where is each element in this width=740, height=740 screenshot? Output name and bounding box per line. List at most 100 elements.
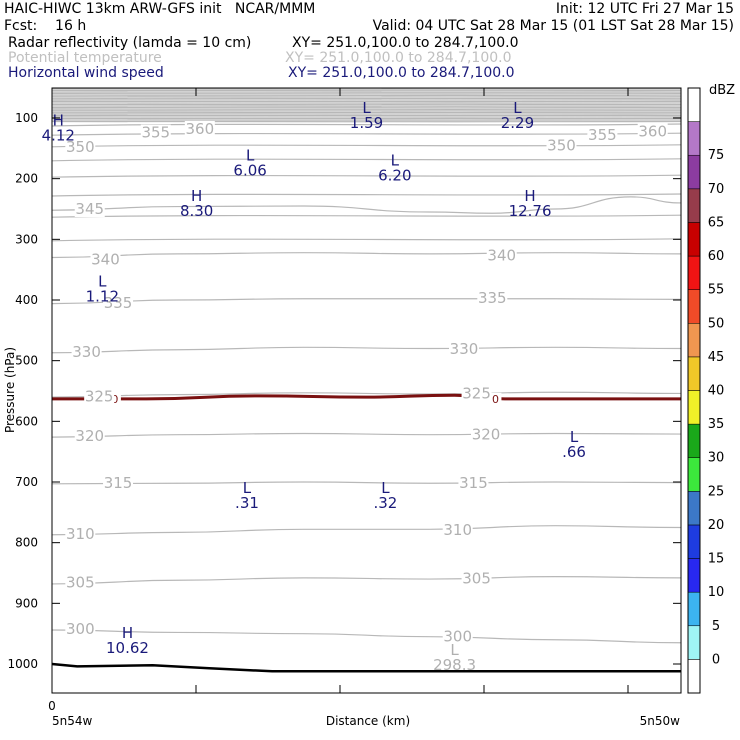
- y-tick-label: 500: [15, 354, 38, 368]
- isentrope-upper-line: [52, 123, 681, 127]
- colorbar-level-label: 55: [708, 283, 725, 298]
- freezing-level-label: 0: [492, 393, 499, 406]
- theta-contour-330: [52, 346, 681, 354]
- isentrope-top-line: [52, 120, 681, 123]
- isentrope-upper-line: [52, 238, 681, 242]
- colorbar-swatch: [687, 625, 701, 660]
- y-tick-label: 100: [15, 111, 38, 125]
- dense-isentropes-top: [52, 88, 681, 242]
- freezing-level-line: [52, 393, 681, 401]
- y-axis: 100 200 300 400 500 600 700 800 900 1000: [7, 111, 681, 671]
- theta-contour-label: 355: [588, 126, 617, 144]
- isentrope-top-line: [52, 89, 681, 92]
- isentrope-top-line: [52, 111, 681, 114]
- colorbar-swatch: [687, 255, 701, 290]
- isentrope-top-line: [52, 92, 681, 95]
- theta-contour-label: 360: [185, 120, 214, 138]
- theta-contour-label: 305: [66, 574, 95, 592]
- theta-contour-label: 315: [104, 474, 133, 492]
- isentrope-top-line: [52, 119, 681, 121]
- freezing-label-bg: [489, 392, 502, 405]
- theta-contour-label: 325: [462, 384, 491, 402]
- y-tick-label: 700: [15, 475, 38, 489]
- wind-extremum-value: 6.06: [233, 161, 266, 179]
- y-tick-label: 200: [15, 172, 38, 186]
- colorbar-swatch: [687, 87, 701, 122]
- theta-label-bg: [65, 139, 96, 156]
- wind-extremum-type: H: [191, 187, 202, 205]
- colorbar-swatch: [687, 524, 701, 559]
- colorbar-swatch: [687, 423, 701, 458]
- wind-extremum-type: L: [391, 151, 400, 169]
- freezing-level-label: 0: [111, 393, 118, 406]
- theta-contour-label: 310: [443, 521, 472, 539]
- theta-label-bg: [471, 426, 502, 443]
- colorbar-swatch: [687, 356, 701, 391]
- colorbar-unit: dBZ: [709, 83, 735, 98]
- isentrope-upper-line: [52, 214, 681, 218]
- theta-label-bg: [458, 475, 489, 492]
- wind-extremum-type: L: [243, 479, 252, 497]
- theta-label-bg: [477, 290, 508, 307]
- theta-contour-label: 310: [66, 525, 95, 543]
- theta-contour-label: 355: [141, 124, 170, 142]
- colorbar-level-label: 30: [708, 451, 725, 466]
- theta-contour-label: 300: [66, 620, 95, 638]
- theta-contour-325: [52, 391, 681, 398]
- header-valid-time: Valid: 04 UTC Sat 28 Mar 15 (01 LST Sat …: [372, 18, 734, 34]
- theta-label-bg: [442, 628, 473, 645]
- theta-label-bg: [587, 126, 618, 143]
- y-tick-label: 300: [15, 232, 38, 246]
- colorbar-level-label: 75: [708, 148, 725, 163]
- x-axis-zero-label: 0: [48, 699, 56, 713]
- theta-label-bg: [103, 475, 134, 492]
- theta-contour-label: 305: [462, 569, 491, 587]
- theta-label-bg: [461, 385, 492, 402]
- theta-contour-label: 350: [66, 138, 95, 156]
- isentrope-top-line: [52, 98, 681, 101]
- wind-extremum-value: 1.12: [86, 288, 119, 306]
- wind-extremum-type: L: [246, 146, 255, 164]
- wind-extremum-type: L: [570, 428, 579, 446]
- theta-label-bg: [84, 388, 115, 405]
- colorbar-frame: [687, 87, 701, 694]
- colorbar-level-label: 45: [708, 350, 725, 365]
- isentrope-top-line: [52, 88, 681, 90]
- theta-label-bg: [184, 120, 215, 137]
- field1-xy: XY= 251.0,100.0 to 284.7,100.0: [292, 35, 519, 51]
- y-tick-label: 900: [15, 596, 38, 610]
- theta-extremum-type: L: [450, 641, 459, 659]
- colorbar-swatch: [687, 121, 701, 156]
- wind-extremum-value: 2.29: [501, 114, 534, 132]
- theta-label-bg: [442, 521, 473, 538]
- theta-contour-345: [52, 196, 681, 214]
- theta-contour-label: 330: [450, 340, 479, 358]
- header-title: HAIC-HIWC 13km ARW-GFS init NCAR/MMM: [4, 1, 316, 17]
- wind-extremum-type: L: [98, 273, 107, 291]
- isentrope-top-line: [52, 112, 681, 115]
- wind-extremum-value: 12.76: [509, 202, 552, 220]
- field2-xy: XY= 251.0,100.0 to 284.7,100.0: [285, 50, 512, 66]
- wind-extremum-value: .31: [235, 494, 259, 512]
- isentrope-upper-line: [52, 193, 681, 197]
- colorbar-swatch: [687, 558, 701, 593]
- field1-name: Radar reflectivity (lamda = 10 cm): [8, 35, 252, 51]
- isentrope-upper-line: [52, 158, 681, 162]
- theta-contour-label: 315: [459, 474, 488, 492]
- wind-extremum-type: L: [381, 479, 390, 497]
- theta-contour-labels: 360 355 355 360 350 350 345 340 340 335 335 330 330 3…: [65, 120, 668, 646]
- wind-extremum-type: L: [513, 99, 522, 117]
- theta-contour-label: 335: [104, 294, 133, 312]
- theta-contour-315: [52, 481, 681, 485]
- colorbar-level-label: 0: [712, 652, 720, 667]
- wind-extremum-value: 4.12: [42, 126, 75, 144]
- colorbar-level-label: 60: [708, 249, 725, 264]
- x-axis: [195, 88, 629, 693]
- plot-frame: [51, 87, 682, 694]
- wind-extremum-type: H: [122, 624, 133, 642]
- isentrope-top-line: [52, 100, 681, 103]
- isentrope-top-line: [52, 106, 681, 109]
- colorbar-level-label: 10: [708, 585, 725, 600]
- theta-label-bg: [486, 247, 517, 264]
- ground-surface-line: [51, 662, 681, 673]
